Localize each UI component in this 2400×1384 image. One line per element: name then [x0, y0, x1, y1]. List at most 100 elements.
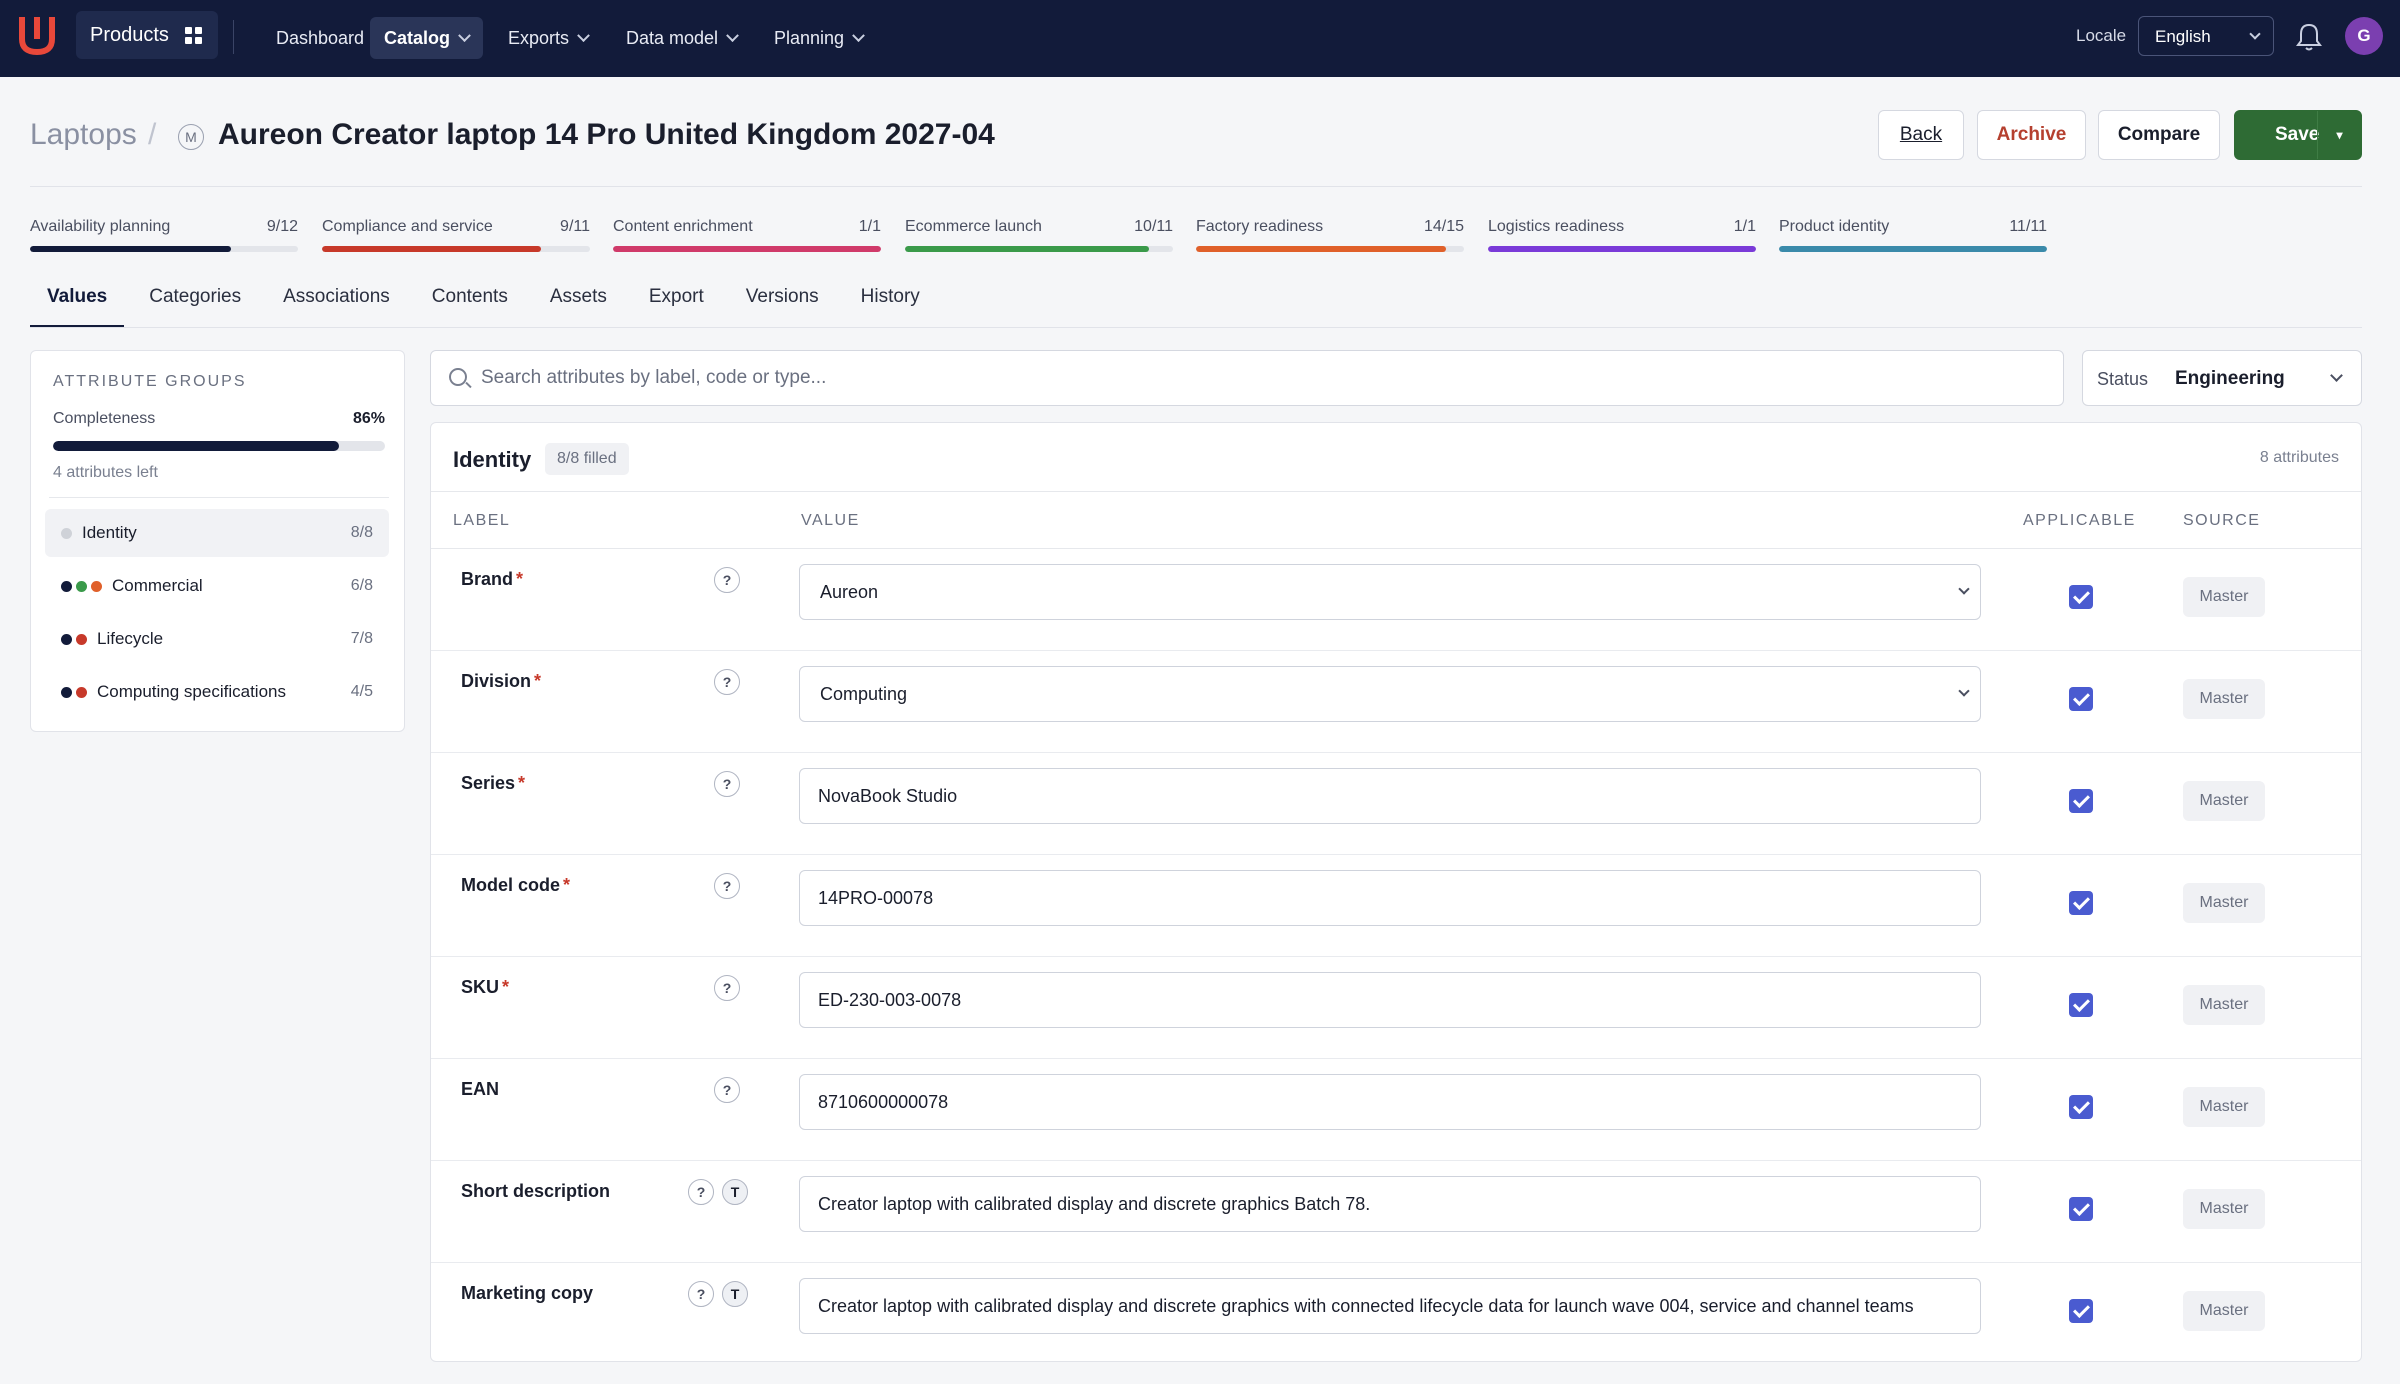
- nav-item-catalog[interactable]: Catalog: [370, 17, 484, 59]
- attribute-select[interactable]: Computing: [799, 666, 1981, 722]
- group-item-identity[interactable]: Identity 8/8: [45, 509, 389, 557]
- progress-availability-planning[interactable]: Availability planning 9/12: [30, 218, 298, 252]
- attribute-input[interactable]: ED-230-003-0078: [799, 972, 1981, 1028]
- notifications-bell-icon[interactable]: [2296, 22, 2322, 52]
- attribute-label-text: Series: [461, 773, 516, 793]
- nav-item-planning[interactable]: Planning: [760, 17, 877, 59]
- status-value: Engineering: [2175, 368, 2285, 389]
- archive-button[interactable]: Archive: [1977, 110, 2086, 160]
- translate-icon[interactable]: T: [722, 1179, 748, 1205]
- chevron-down-icon: [2330, 369, 2343, 382]
- applicable-checkbox[interactable]: [2069, 1197, 2093, 1221]
- attribute-value: 14PRO-00078: [818, 888, 934, 908]
- tab-assets[interactable]: Assets: [549, 286, 607, 307]
- progress-content-enrichment[interactable]: Content enrichment 1/1: [613, 218, 881, 252]
- help-icon[interactable]: ?: [714, 771, 740, 797]
- help-icon[interactable]: ?: [714, 1077, 740, 1103]
- save-options-caret-icon[interactable]: ▾: [2317, 111, 2361, 159]
- attribute-select[interactable]: Aureon: [799, 564, 1981, 620]
- applicable-checkbox[interactable]: [2069, 789, 2093, 813]
- group-item-commercial[interactable]: Commercial 6/8: [45, 562, 389, 610]
- brand-logo-icon[interactable]: [18, 15, 56, 55]
- tab-export[interactable]: Export: [648, 286, 704, 307]
- compare-button[interactable]: Compare: [2098, 110, 2220, 160]
- chevron-down-icon: [458, 28, 471, 42]
- group-count: 4/5: [350, 683, 373, 700]
- table-row: Series *? NovaBook Studio Master: [431, 753, 2361, 855]
- attribute-search-box: [430, 350, 2064, 406]
- tab-categories[interactable]: Categories: [149, 286, 242, 307]
- attribute-label-text: Division: [461, 671, 532, 691]
- breadcrumb-laptops[interactable]: Laptops: [30, 118, 137, 151]
- progress-count: 11/11: [2009, 218, 2047, 235]
- table-row: Short description? T Creator laptop with c…: [431, 1161, 2361, 1263]
- attribute-input[interactable]: Creator laptop with calibrated display a…: [799, 1176, 1981, 1232]
- applicable-checkbox[interactable]: [2069, 687, 2093, 711]
- applicable-checkbox[interactable]: [2069, 891, 2093, 915]
- column-header-label: LABEL: [453, 512, 511, 529]
- breadcrumb-separator: /: [148, 118, 157, 151]
- attribute-input[interactable]: 14PRO-00078: [799, 870, 1981, 926]
- status-dot-icon: [76, 633, 87, 645]
- required-asterisk: *: [516, 569, 524, 589]
- group-label: Identity: [82, 523, 137, 542]
- help-icon[interactable]: ?: [714, 567, 740, 593]
- table-row: Division *? Computing Master: [431, 651, 2361, 753]
- attribute-label-text: SKU: [461, 977, 500, 997]
- attribute-search-input[interactable]: [481, 359, 2041, 397]
- attribute-input[interactable]: NovaBook Studio: [799, 768, 1981, 824]
- group-label: Lifecycle: [97, 629, 164, 648]
- back-button[interactable]: Back: [1878, 110, 1964, 160]
- help-icon[interactable]: ?: [714, 669, 740, 695]
- attribute-count: 8 attributes: [2259, 449, 2339, 466]
- nav-item-data-model[interactable]: Data model: [612, 17, 751, 59]
- help-icon[interactable]: ?: [688, 1281, 714, 1307]
- progress-product-identity[interactable]: Product identity 11/11: [1779, 218, 2047, 252]
- progress-count: 9/12: [266, 218, 298, 235]
- progress-ecommerce-launch[interactable]: Ecommerce launch 10/11: [905, 218, 1173, 252]
- attribute-groups-heading: ATTRIBUTE GROUPS: [53, 373, 247, 390]
- header-divider: [30, 186, 2362, 187]
- progress-count: 1/1: [858, 218, 881, 235]
- products-menu-button[interactable]: Products: [76, 11, 218, 59]
- help-icon[interactable]: ?: [688, 1179, 714, 1205]
- tab-contents[interactable]: Contents: [431, 286, 508, 307]
- attribute-input[interactable]: 8710600000078: [799, 1074, 1981, 1130]
- applicable-checkbox[interactable]: [2069, 1095, 2093, 1119]
- help-icon[interactable]: ?: [714, 873, 740, 899]
- progress-compliance-and-service[interactable]: Compliance and service 9/11: [322, 218, 590, 252]
- attribute-label: Series *: [461, 773, 525, 794]
- progress-label: Ecommerce launch: [905, 218, 1042, 235]
- group-count: 6/8: [350, 577, 373, 594]
- tab-history[interactable]: History: [860, 286, 920, 307]
- progress-logistics-readiness[interactable]: Logistics readiness 1/1: [1488, 218, 1756, 252]
- progress-label-row: Factory readiness 14/15: [1196, 218, 1464, 236]
- tab-versions[interactable]: Versions: [745, 286, 819, 307]
- attribute-label-text: Marketing copy: [461, 1283, 594, 1303]
- attribute-label-text: Model code: [461, 875, 561, 895]
- user-avatar[interactable]: G: [2345, 17, 2383, 55]
- group-item-computing-specifications[interactable]: Computing specifications 4/5: [45, 668, 389, 716]
- progress-track: [1779, 246, 2047, 252]
- applicable-checkbox[interactable]: [2069, 993, 2093, 1017]
- tab-values[interactable]: Values: [30, 272, 125, 328]
- progress-label-row: Ecommerce launch 10/11: [905, 218, 1173, 236]
- nav-item-dashboard[interactable]: Dashboard: [262, 17, 378, 59]
- tab-associations[interactable]: Associations: [283, 286, 390, 307]
- status-select[interactable]: Status Engineering: [2082, 350, 2362, 406]
- applicable-checkbox[interactable]: [2069, 1299, 2093, 1323]
- nav-item-label: Catalog: [384, 27, 451, 48]
- progress-fill: [322, 246, 542, 252]
- chevron-down-icon: [577, 28, 590, 42]
- attribute-label-text: Brand: [461, 569, 514, 589]
- applicable-checkbox[interactable]: [2069, 585, 2093, 609]
- attribute-input[interactable]: Creator laptop with calibrated display a…: [799, 1278, 1981, 1334]
- nav-item-exports[interactable]: Exports: [494, 17, 602, 59]
- save-button[interactable]: Save ▾: [2234, 110, 2362, 160]
- help-icon[interactable]: ?: [714, 975, 740, 1001]
- locale-select[interactable]: English: [2138, 16, 2274, 56]
- progress-track: [1488, 246, 1756, 252]
- translate-icon[interactable]: T: [722, 1281, 748, 1307]
- progress-factory-readiness[interactable]: Factory readiness 14/15: [1196, 218, 1464, 252]
- group-item-lifecycle[interactable]: Lifecycle 7/8: [45, 615, 389, 663]
